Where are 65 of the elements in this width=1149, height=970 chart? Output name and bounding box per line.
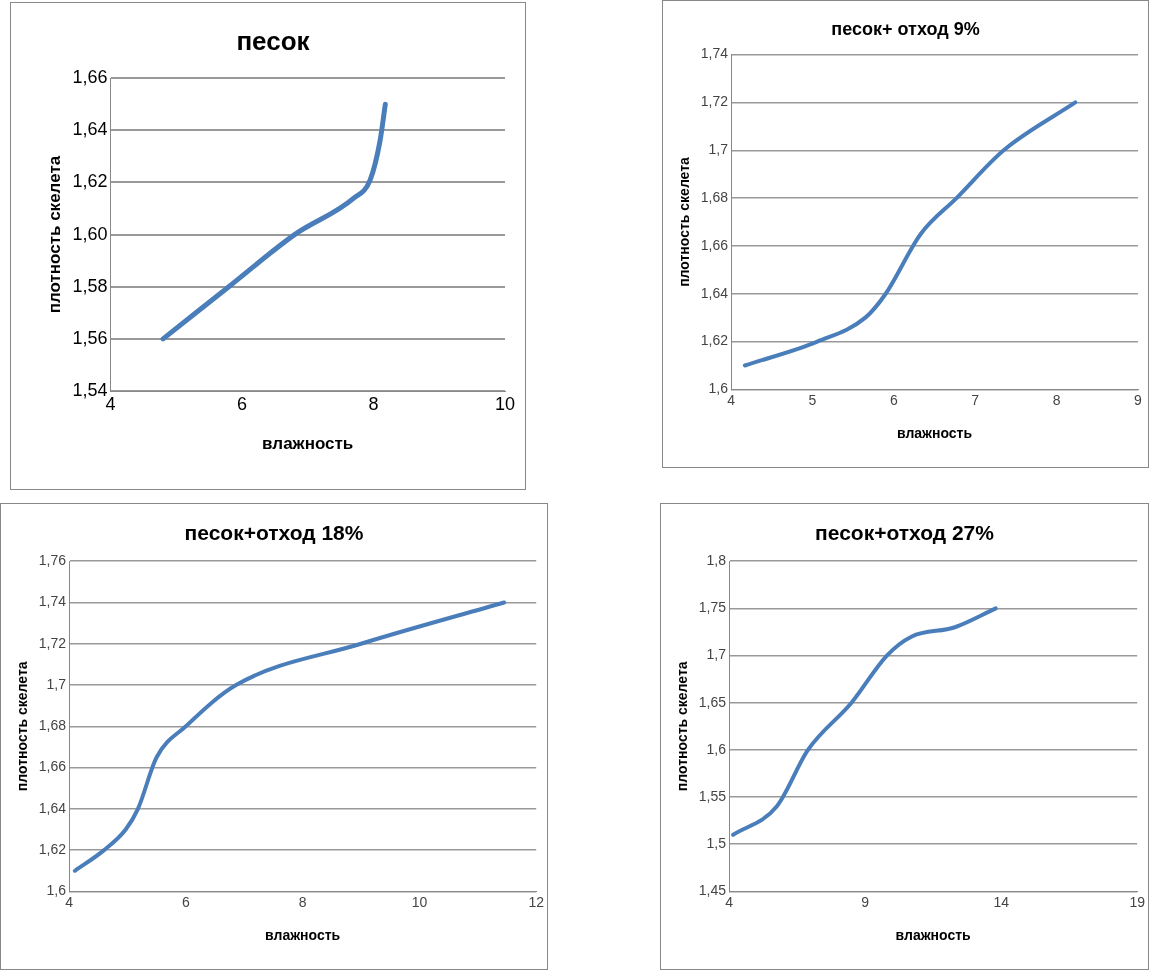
chart-title: песок+отход 18%: [184, 521, 364, 545]
y-tick-label: 1,45: [698, 882, 727, 899]
chart-title: песок+отход 27%: [815, 521, 995, 545]
x-tick-label: 12: [528, 893, 545, 910]
x-axis-title: влажность: [265, 927, 341, 944]
y-tick-label: 1,5: [706, 835, 727, 852]
y-tick-label: 1,64: [72, 119, 108, 140]
chart-title: песок+ отход 9%: [831, 18, 980, 39]
y-tick-label: 1,72: [700, 93, 729, 110]
x-tick-label: 8: [368, 393, 379, 414]
y-axis-title: плотность скелета: [676, 156, 693, 287]
y-tick-label: 1,54: [72, 379, 108, 400]
y-tick-label: 1,74: [38, 593, 67, 610]
y-tick-label: 1,66: [700, 236, 729, 253]
y-tick-label: 1,7: [46, 675, 67, 692]
x-tick-label: 4: [727, 391, 736, 408]
y-axis-title: плотность скелета: [44, 155, 64, 314]
x-tick-label: 5: [808, 391, 817, 408]
y-tick-label: 1,65: [698, 693, 727, 710]
y-axis-title: плотность скелета: [674, 661, 691, 792]
x-tick-label: 8: [298, 893, 307, 910]
y-tick-label: 1,6: [708, 380, 729, 397]
y-tick-label: 1,62: [72, 171, 108, 192]
y-tick-label: 1,74: [700, 45, 729, 62]
y-tick-label: 1,8: [706, 552, 727, 569]
y-tick-label: 1,64: [700, 284, 729, 301]
line-series: [742, 100, 1078, 368]
x-tick-label: 10: [494, 393, 516, 414]
x-tick-label: 7: [971, 391, 980, 408]
y-tick-label: 1,68: [700, 188, 729, 205]
x-tick-label: 6: [236, 393, 247, 414]
x-tick-label: 9: [1134, 391, 1143, 408]
y-tick-label: 1,55: [698, 787, 727, 804]
y-axis-title: плотность скелета: [14, 661, 31, 792]
y-tick-label: 1,75: [698, 599, 727, 616]
line-series: [731, 606, 998, 837]
y-tick-label: 1,62: [38, 840, 67, 857]
x-tick-label: 19: [1129, 893, 1146, 910]
x-tick-label: 4: [65, 893, 74, 910]
y-tick-label: 1,7: [706, 646, 727, 663]
x-axis-title: влажность: [896, 425, 973, 442]
y-tick-label: 1,66: [72, 67, 108, 88]
x-tick-label: 14: [993, 893, 1010, 910]
x-tick-label: 4: [725, 893, 734, 910]
y-tick-label: 1,72: [38, 634, 67, 651]
x-tick-label: 9: [861, 893, 870, 910]
y-tick-label: 1,6: [46, 882, 67, 899]
line-series: [72, 600, 507, 873]
y-tick-label: 1,62: [700, 332, 729, 349]
chart-title: песок: [236, 25, 311, 56]
x-axis-title: влажность: [895, 927, 972, 944]
y-tick-label: 1,56: [72, 327, 108, 348]
x-tick-label: 6: [181, 893, 190, 910]
y-tick-label: 1,7: [708, 141, 729, 158]
x-tick-label: 10: [411, 893, 428, 910]
x-tick-label: 8: [1052, 391, 1061, 408]
y-tick-label: 1,68: [38, 717, 67, 734]
y-tick-label: 1,60: [72, 223, 108, 244]
x-axis-title: влажность: [262, 434, 354, 454]
x-tick-label: 6: [889, 391, 898, 408]
y-tick-label: 1,58: [72, 275, 108, 296]
y-tick-label: 1,64: [38, 799, 67, 816]
y-tick-label: 1,76: [38, 552, 67, 569]
y-tick-label: 1,6: [706, 740, 727, 757]
y-tick-label: 1,66: [38, 758, 67, 775]
